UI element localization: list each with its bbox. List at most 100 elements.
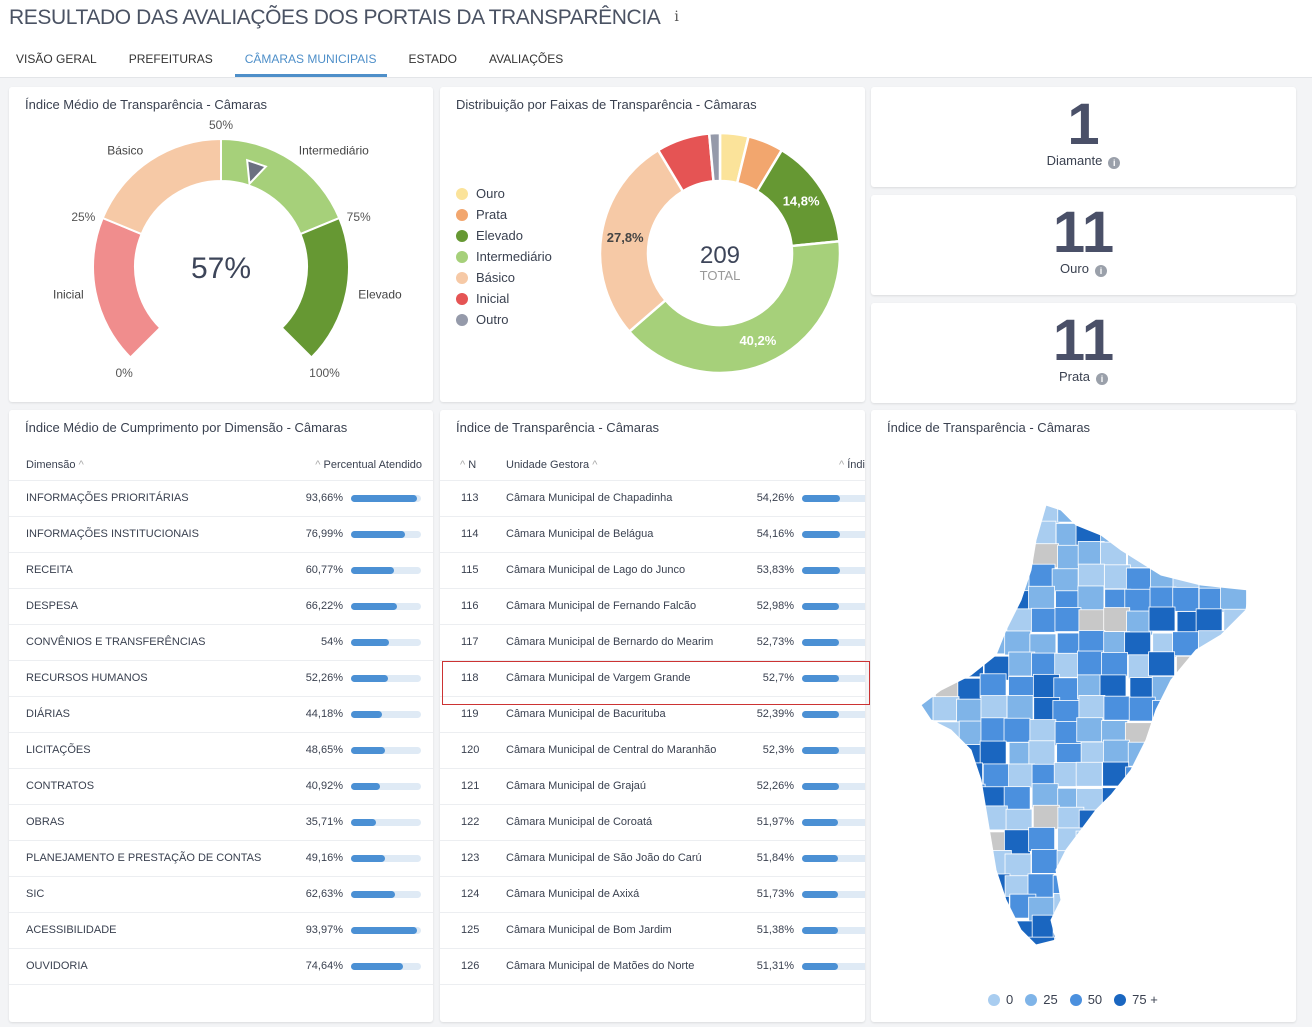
table-row[interactable]: RECURSOS HUMANOS 52,26% [9, 660, 433, 697]
map-region[interactable] [937, 853, 965, 878]
map-region[interactable] [1224, 787, 1251, 813]
col-percentual[interactable]: ^ Percentual Atendido [298, 450, 433, 481]
map-region[interactable] [1005, 808, 1033, 834]
map-region[interactable] [1127, 521, 1154, 547]
map-region[interactable] [1125, 766, 1153, 792]
map-region[interactable] [1153, 806, 1181, 831]
map-region[interactable] [909, 827, 936, 853]
donut-slice-intermediário[interactable] [627, 239, 842, 375]
map-region[interactable] [1003, 786, 1031, 812]
map-region[interactable] [1250, 806, 1276, 830]
map-region[interactable] [956, 652, 984, 678]
map-region[interactable] [960, 565, 988, 591]
map-region[interactable] [932, 656, 959, 682]
map-region[interactable] [1127, 543, 1155, 569]
map-region[interactable] [931, 542, 959, 568]
map-region[interactable] [1195, 608, 1223, 634]
map-region[interactable] [1102, 739, 1130, 765]
map-region[interactable] [983, 562, 1011, 588]
map-region[interactable] [1173, 677, 1201, 703]
map-region[interactable] [1104, 829, 1132, 855]
map-region[interactable] [1247, 896, 1274, 922]
map-region[interactable] [1148, 787, 1176, 812]
map-region[interactable] [1079, 499, 1107, 524]
map-region[interactable] [936, 584, 964, 610]
map-region[interactable] [1195, 898, 1223, 924]
map-region[interactable] [1148, 606, 1176, 632]
map-region[interactable] [1201, 762, 1228, 788]
map-region[interactable] [1246, 631, 1273, 657]
table-row[interactable]: 115 Câmara Municipal de Lago do Junco 53,8… [440, 552, 865, 589]
map-region[interactable] [1006, 543, 1034, 568]
map-region[interactable] [1247, 651, 1274, 677]
map-region[interactable] [957, 612, 985, 638]
map-region[interactable] [1248, 590, 1275, 615]
map-region[interactable] [979, 673, 1007, 699]
info-icon[interactable]: i [1094, 265, 1107, 277]
map-region[interactable] [936, 920, 964, 945]
map-region[interactable] [1075, 761, 1103, 787]
map-region[interactable] [980, 588, 1008, 614]
table-row[interactable]: 125 Câmara Municipal de Bom Jardim 51,38% [440, 912, 865, 949]
map-region[interactable] [1052, 700, 1080, 725]
legend-item[interactable]: Intermediário [456, 246, 552, 267]
map-region[interactable] [910, 918, 937, 944]
map-region[interactable] [1006, 500, 1034, 525]
map-region[interactable] [1220, 894, 1248, 919]
map-region[interactable] [1223, 938, 1250, 962]
map-region[interactable] [956, 698, 984, 724]
map-region[interactable] [1029, 520, 1057, 546]
map-region[interactable] [1171, 805, 1199, 831]
map-region[interactable] [1200, 676, 1227, 702]
map-region[interactable] [1104, 915, 1132, 941]
map-region[interactable] [1222, 722, 1249, 747]
table-row[interactable]: 123 Câmara Municipal de São João do Carú 5… [440, 840, 865, 877]
legend-item[interactable]: Básico [456, 267, 552, 288]
map-region[interactable] [1123, 914, 1151, 940]
map-region[interactable] [911, 607, 938, 632]
map-region[interactable] [980, 717, 1008, 743]
map-region[interactable] [1249, 564, 1275, 588]
map-region[interactable] [909, 675, 935, 701]
map-region[interactable] [1128, 696, 1156, 722]
map-region[interactable] [1078, 809, 1106, 835]
map-region[interactable] [1148, 651, 1175, 677]
map-region[interactable] [1100, 541, 1127, 567]
map-region[interactable] [911, 521, 938, 547]
table-row[interactable]: 113 Câmara Municipal de Chapadinha 54,26% [440, 480, 865, 517]
map-region[interactable] [1153, 741, 1180, 766]
map-region[interactable] [1199, 806, 1227, 832]
table-row[interactable]: RECEITA 60,77% [9, 552, 433, 589]
map-region[interactable] [1224, 744, 1250, 769]
map-region[interactable] [1101, 652, 1128, 677]
map-region[interactable] [1220, 854, 1248, 880]
map-region[interactable] [982, 763, 1010, 789]
map-region[interactable] [1175, 875, 1203, 901]
map-region[interactable] [934, 831, 962, 857]
map-region[interactable] [933, 783, 960, 809]
map-region[interactable] [910, 584, 937, 610]
map-region[interactable] [1124, 631, 1152, 657]
map-region[interactable] [1222, 632, 1249, 658]
map-region[interactable] [1078, 694, 1106, 720]
table-row[interactable]: 122 Câmara Municipal de Coroatá 51,97% [440, 804, 865, 841]
table-row[interactable]: DIÁRIAS 44,18% [9, 696, 433, 733]
map-region[interactable] [958, 783, 986, 809]
map-region[interactable] [1176, 698, 1204, 724]
map-region[interactable] [1249, 544, 1275, 568]
col-unidade[interactable]: Unidade Gestora ^ [506, 450, 750, 481]
map-region[interactable] [1245, 939, 1272, 964]
map-region[interactable] [931, 630, 959, 655]
map-region[interactable] [1104, 896, 1132, 921]
table-row[interactable]: 118 Câmara Municipal de Vargem Grande 52,7… [440, 660, 865, 697]
map-region[interactable] [1076, 873, 1104, 899]
map-region[interactable] [1172, 828, 1200, 853]
legend-item[interactable]: Ouro [456, 183, 552, 204]
map-region[interactable] [1008, 651, 1036, 677]
map-region[interactable] [1248, 875, 1275, 900]
table-row[interactable]: CONVÊNIOS E TRANSFERÊNCIAS 54% [9, 624, 433, 661]
map-region[interactable] [1008, 522, 1035, 548]
table-row[interactable]: CONTRATOS 40,92% [9, 768, 433, 805]
col-indice[interactable]: ^ Índi [749, 450, 865, 481]
map-region[interactable] [1172, 565, 1200, 591]
